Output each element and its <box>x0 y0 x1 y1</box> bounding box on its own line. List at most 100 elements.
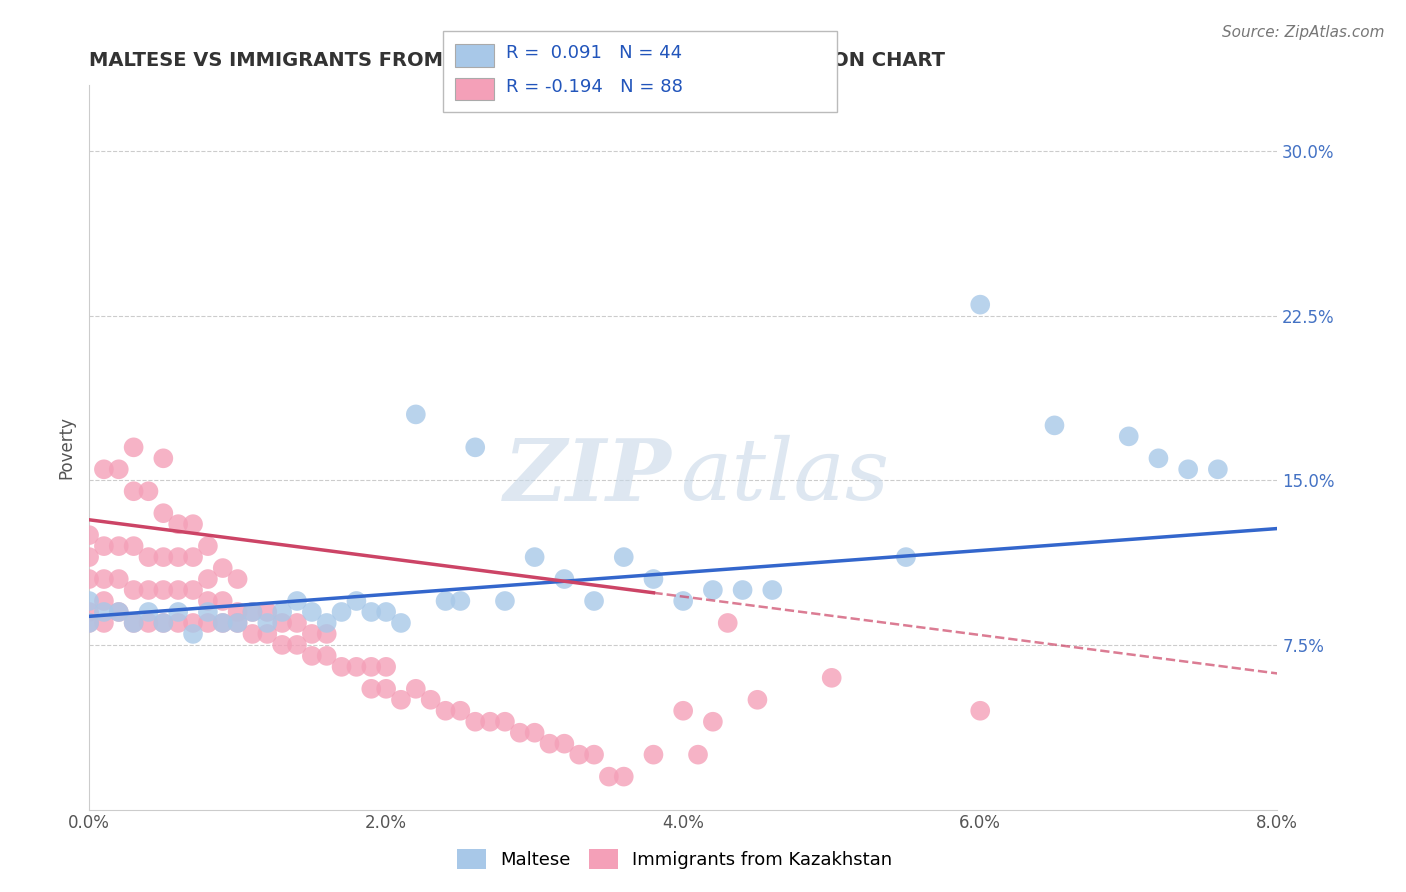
Point <box>181 582 204 597</box>
Point <box>643 572 665 586</box>
Point <box>138 615 160 630</box>
Point <box>1043 418 1066 433</box>
Point <box>285 594 308 608</box>
Point <box>553 737 575 751</box>
Point <box>405 408 427 422</box>
Point <box>434 594 457 608</box>
Point <box>271 638 294 652</box>
Point <box>122 539 145 553</box>
Point <box>315 627 337 641</box>
Point <box>77 615 100 630</box>
Text: ZIP: ZIP <box>505 434 672 518</box>
Point <box>242 605 264 619</box>
Point <box>122 582 145 597</box>
Point <box>613 770 636 784</box>
Point <box>93 605 115 619</box>
Point <box>138 605 160 619</box>
Point <box>107 605 129 619</box>
Point <box>686 747 709 762</box>
Point <box>152 615 174 630</box>
Point <box>643 747 665 762</box>
Text: MALTESE VS IMMIGRANTS FROM KAZAKHSTAN POVERTY CORRELATION CHART: MALTESE VS IMMIGRANTS FROM KAZAKHSTAN PO… <box>89 51 945 70</box>
Point <box>138 484 160 499</box>
Point <box>93 572 115 586</box>
Point <box>330 605 353 619</box>
Point <box>211 561 233 575</box>
Point <box>894 550 917 565</box>
Point <box>107 572 129 586</box>
Point <box>672 594 695 608</box>
Point <box>226 572 249 586</box>
Point <box>181 517 204 532</box>
Text: R =  0.091   N = 44: R = 0.091 N = 44 <box>506 44 682 62</box>
Point <box>315 648 337 663</box>
Point <box>285 638 308 652</box>
Point <box>226 615 249 630</box>
Y-axis label: Poverty: Poverty <box>58 416 75 479</box>
Point <box>152 451 174 466</box>
Point <box>77 528 100 542</box>
Point <box>271 615 294 630</box>
Point <box>494 714 516 729</box>
Text: R = -0.194   N = 88: R = -0.194 N = 88 <box>506 78 683 95</box>
Point <box>211 615 233 630</box>
Bar <box>454 44 494 67</box>
Point <box>152 615 174 630</box>
Point <box>523 725 546 739</box>
Point <box>167 550 190 565</box>
Point <box>523 550 546 565</box>
Text: atlas: atlas <box>679 435 889 517</box>
Point <box>77 572 100 586</box>
Point <box>197 594 219 608</box>
FancyBboxPatch shape <box>443 31 837 112</box>
Point <box>107 605 129 619</box>
Point <box>375 660 398 674</box>
Point <box>1206 462 1229 476</box>
Point <box>301 648 323 663</box>
Point <box>583 594 606 608</box>
Point <box>285 615 308 630</box>
Point <box>211 615 233 630</box>
Point <box>122 615 145 630</box>
Point <box>301 605 323 619</box>
Point <box>181 615 204 630</box>
Point <box>181 550 204 565</box>
Point <box>702 714 724 729</box>
Point <box>672 704 695 718</box>
Point <box>360 660 382 674</box>
Point <box>226 615 249 630</box>
Point <box>747 693 769 707</box>
Point <box>226 605 249 619</box>
Point <box>271 605 294 619</box>
Point <box>360 681 382 696</box>
Point <box>389 615 412 630</box>
Point <box>449 704 471 718</box>
Legend: Maltese, Immigrants from Kazakhstan: Maltese, Immigrants from Kazakhstan <box>449 839 901 879</box>
Point <box>93 539 115 553</box>
Point <box>464 714 486 729</box>
Point <box>107 462 129 476</box>
Point <box>167 605 190 619</box>
Point <box>419 693 441 707</box>
Point <box>122 615 145 630</box>
Point <box>509 725 531 739</box>
Point <box>77 594 100 608</box>
Point <box>152 550 174 565</box>
Point <box>152 506 174 520</box>
Point <box>761 582 783 597</box>
Point <box>138 550 160 565</box>
Point <box>538 737 561 751</box>
Point <box>77 605 100 619</box>
Point <box>717 615 740 630</box>
Point <box>1147 451 1170 466</box>
Point <box>107 539 129 553</box>
Point <box>434 704 457 718</box>
Point <box>553 572 575 586</box>
Point <box>93 462 115 476</box>
Point <box>583 747 606 762</box>
Point <box>167 582 190 597</box>
Point <box>167 517 190 532</box>
Point <box>702 582 724 597</box>
Point <box>77 615 100 630</box>
Point <box>969 298 991 312</box>
